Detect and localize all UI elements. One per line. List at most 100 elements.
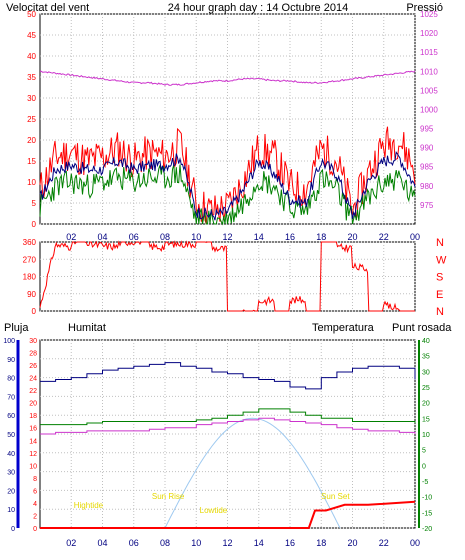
rain-y-tick-label: 30 bbox=[29, 338, 37, 345]
humidity-legend-label: Humitat bbox=[68, 322, 106, 334]
rain-y-tick-label: 2 bbox=[33, 513, 37, 520]
compass-label: S bbox=[436, 272, 443, 284]
wind-y-tick-label: 50 bbox=[27, 10, 36, 19]
wind-y-tick-label: 0 bbox=[32, 220, 37, 229]
temperature-y-tick-label: 5 bbox=[422, 448, 426, 455]
humidity-y-tick-label: 30 bbox=[7, 470, 15, 477]
temperature-legend-label: Temperatura bbox=[312, 322, 375, 334]
x-tick-label-bottom: 04 bbox=[97, 538, 107, 548]
temperature-line bbox=[40, 408, 416, 426]
x-tick-label-top: 06 bbox=[129, 232, 139, 242]
x-tick-label-bottom: 20 bbox=[347, 538, 357, 548]
pressure-y-tick-label: 995 bbox=[420, 125, 434, 134]
x-tick-label-bottom: 14 bbox=[254, 538, 264, 548]
rain-legend-label: Pluja bbox=[4, 322, 29, 334]
pressure-y-tick-label: 1000 bbox=[420, 105, 438, 114]
humidity-y-tick-label: 40 bbox=[7, 451, 15, 458]
x-tick-label-top: 20 bbox=[347, 232, 357, 242]
lowtide-label: Lowtide bbox=[200, 506, 228, 515]
rain-accumulation-line bbox=[40, 500, 416, 529]
x-tick-label-top: 10 bbox=[191, 232, 201, 242]
x-tick-label-top: 14 bbox=[254, 232, 264, 242]
dewpoint-legend-label: Punt rosada bbox=[392, 322, 452, 334]
graph-title: 24 hour graph day : 14 Octubre 2014 bbox=[168, 2, 348, 14]
pressure-y-tick-label: 1005 bbox=[420, 86, 438, 95]
temperature-y-tick-label: -10 bbox=[422, 495, 432, 502]
wind-speed-header: Velocitat del vent bbox=[6, 2, 89, 14]
temperature-y-tick-label: 30 bbox=[422, 369, 430, 376]
wind-y-tick-label: 15 bbox=[27, 157, 36, 166]
rain-y-tick-label: 28 bbox=[29, 351, 37, 358]
x-tick-label-bottom: 12 bbox=[222, 538, 232, 548]
x-tick-label-bottom: 06 bbox=[129, 538, 139, 548]
x-tick-label-top: 18 bbox=[316, 232, 326, 242]
wind-y-tick-label: 10 bbox=[27, 178, 36, 187]
x-tick-label-bottom: 22 bbox=[379, 538, 389, 548]
pressure-y-tick-label: 985 bbox=[420, 163, 434, 172]
wind-y-tick-label: 30 bbox=[27, 94, 36, 103]
temperature-y-tick-label: -15 bbox=[422, 510, 432, 517]
x-tick-label-bottom: 02 bbox=[66, 538, 76, 548]
humidity-y-tick-label: 100 bbox=[3, 338, 15, 345]
temperature-y-tick-label: 20 bbox=[422, 401, 430, 408]
humidity-y-tick-label: 90 bbox=[7, 357, 15, 364]
x-tick-label-bottom: 18 bbox=[316, 538, 326, 548]
rain-y-tick-label: 20 bbox=[29, 401, 37, 408]
pressure-header: Pressió bbox=[406, 2, 443, 14]
rain-y-tick-label: 6 bbox=[33, 488, 37, 495]
humidity-y-tick-label: 50 bbox=[7, 432, 15, 439]
wind-y-tick-label: 45 bbox=[27, 31, 36, 40]
rain-y-tick-label: 22 bbox=[29, 388, 37, 395]
temperature-y-tick-label: 25 bbox=[422, 385, 430, 392]
direction-y-tick-label: 90 bbox=[27, 290, 36, 299]
rain-y-tick-label: 0 bbox=[33, 526, 37, 533]
pressure-y-tick-label: 980 bbox=[420, 182, 434, 191]
humidity-y-tick-label: 20 bbox=[7, 488, 15, 495]
humidity-y-tick-label: 60 bbox=[7, 413, 15, 420]
direction-y-tick-label: 360 bbox=[23, 238, 37, 247]
wind-gust-line bbox=[39, 126, 416, 225]
rain-y-tick-label: 8 bbox=[33, 476, 37, 483]
x-tick-label-top: 00 bbox=[410, 232, 420, 242]
pressure-y-tick-label: 1020 bbox=[420, 29, 438, 38]
rain-y-tick-label: 14 bbox=[29, 438, 37, 445]
rain-y-tick-label: 10 bbox=[29, 463, 37, 470]
direction-y-tick-label: 270 bbox=[23, 255, 37, 264]
compass-label: N bbox=[436, 237, 444, 249]
pressure-y-tick-label: 1010 bbox=[420, 67, 438, 76]
rain-y-tick-label: 12 bbox=[29, 451, 37, 458]
wind-y-tick-label: 25 bbox=[27, 115, 36, 124]
x-tick-label-bottom: 10 bbox=[191, 538, 201, 548]
pressure-y-tick-label: 975 bbox=[420, 201, 434, 210]
rain-y-tick-label: 4 bbox=[33, 501, 37, 508]
humidity-y-tick-label: 80 bbox=[7, 376, 15, 383]
temperature-y-tick-label: 35 bbox=[422, 354, 430, 361]
x-tick-label-top: 16 bbox=[285, 232, 295, 242]
humidity-y-tick-label: 0 bbox=[11, 526, 15, 533]
humidity-line bbox=[40, 362, 416, 390]
humidity-y-tick-label: 70 bbox=[7, 394, 15, 401]
pressure-y-tick-label: 990 bbox=[420, 144, 434, 153]
sunrise-label: Sun Rise bbox=[152, 492, 185, 501]
x-tick-label-top: 08 bbox=[160, 232, 170, 242]
x-tick-label-bottom: 16 bbox=[285, 538, 295, 548]
x-tick-label-top: 02 bbox=[66, 232, 76, 242]
pressure-line bbox=[40, 70, 416, 86]
rain-y-tick-label: 18 bbox=[29, 413, 37, 420]
wind-min-line bbox=[39, 164, 416, 226]
x-tick-label-top: 12 bbox=[222, 232, 232, 242]
wind-y-tick-label: 20 bbox=[27, 136, 36, 145]
sun-elevation-curve bbox=[164, 417, 341, 529]
x-tick-label-bottom: 08 bbox=[160, 538, 170, 548]
rain-y-tick-label: 24 bbox=[29, 376, 37, 383]
pressure-y-tick-label: 1025 bbox=[420, 10, 438, 19]
dewpoint-line bbox=[40, 417, 416, 435]
humidity-y-tick-label: 10 bbox=[7, 507, 15, 514]
x-tick-label-top: 04 bbox=[97, 232, 107, 242]
compass-label: W bbox=[436, 254, 447, 266]
wind-y-tick-label: 35 bbox=[27, 73, 36, 82]
temperature-y-tick-label: -20 bbox=[422, 526, 432, 533]
temperature-y-tick-label: 10 bbox=[422, 432, 430, 439]
